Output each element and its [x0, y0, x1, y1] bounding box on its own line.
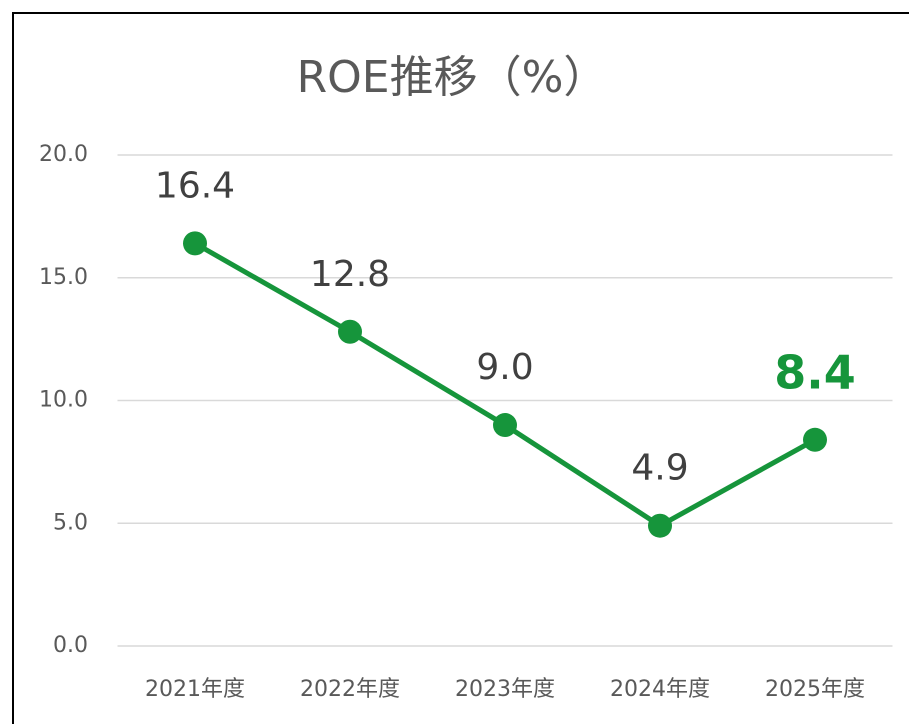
- marker: [183, 231, 207, 256]
- marker: [803, 427, 827, 452]
- marker: [648, 513, 672, 538]
- data-label: 16.4: [155, 165, 235, 206]
- data-label: 4.9: [631, 448, 688, 489]
- data-label: 12.8: [310, 254, 390, 295]
- x-tick-label: 2023年度: [455, 677, 555, 702]
- y-tick-label: 20.0: [39, 142, 88, 167]
- y-tick-label: 0.0: [53, 633, 88, 658]
- data-label: 9.0: [476, 347, 533, 388]
- y-tick-label: 5.0: [53, 510, 88, 535]
- y-tick-label: 10.0: [39, 388, 88, 413]
- y-tick-label: 15.0: [39, 265, 88, 290]
- x-tick-label: 2021年度: [145, 677, 245, 702]
- data-label: 8.4: [774, 345, 856, 399]
- x-tick-label: 2025年度: [765, 677, 865, 702]
- x-tick-label: 2022年度: [300, 677, 400, 702]
- marker: [338, 319, 362, 344]
- chart-frame: [12, 12, 909, 724]
- x-tick-label: 2024年度: [610, 677, 710, 702]
- marker: [493, 413, 517, 438]
- chart-title: ROE推移（%）: [297, 52, 608, 103]
